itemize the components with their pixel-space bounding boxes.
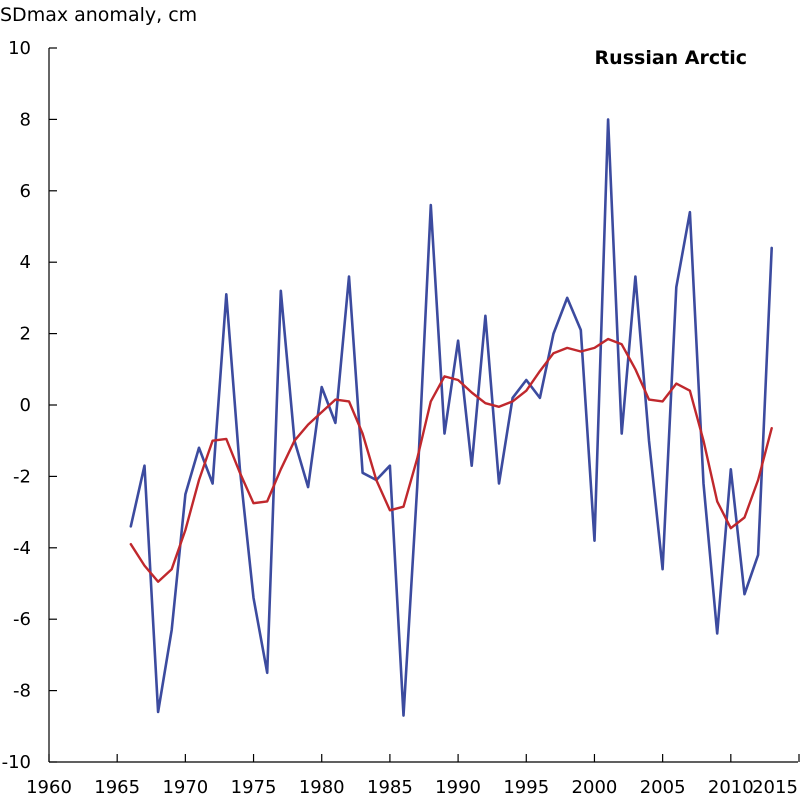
y-tick-label: 8 [20,109,31,130]
x-tick-label: 2010 [708,777,754,798]
series-layer [129,118,774,717]
chart-title: Russian Arctic [595,47,747,69]
y-tick-label: -6 [13,609,31,630]
x-tick-label: 1970 [162,777,208,798]
y-tick-label: -8 [13,681,31,702]
x-axis-ticks: 1960 1965 1970 1975 1980 1985 1990 1995 2000 2005… [26,754,800,798]
y-tick-label: -10 [2,752,31,773]
series-line-smoothed [129,337,773,583]
x-tick-label: 1965 [94,777,140,798]
y-tick-label: 4 [20,252,31,273]
x-tick-label: 1975 [231,777,277,798]
series-line-annual [129,118,774,717]
x-tick-label: 1990 [435,777,481,798]
x-tick-label: 1960 [26,777,72,798]
y-tick-label: 2 [20,324,31,345]
x-tick-label: 2015 [752,777,798,798]
x-tick-label: 1980 [299,777,345,798]
y-axis-title: SDmax anomaly, cm [0,4,197,26]
y-tick-label: 6 [20,181,31,202]
x-tick-label: 1995 [503,777,549,798]
y-tick-label: -2 [13,466,31,487]
y-axis-ticks: -10 -8 -6 -4 -2 0 2 4 6 8 10 [2,38,57,773]
y-tick-label: 0 [20,395,31,416]
x-tick-label: 2000 [572,777,618,798]
y-tick-label: 10 [8,38,31,59]
y-tick-label: -4 [13,538,31,559]
x-tick-label: 1985 [367,777,413,798]
x-tick-label: 2005 [640,777,686,798]
